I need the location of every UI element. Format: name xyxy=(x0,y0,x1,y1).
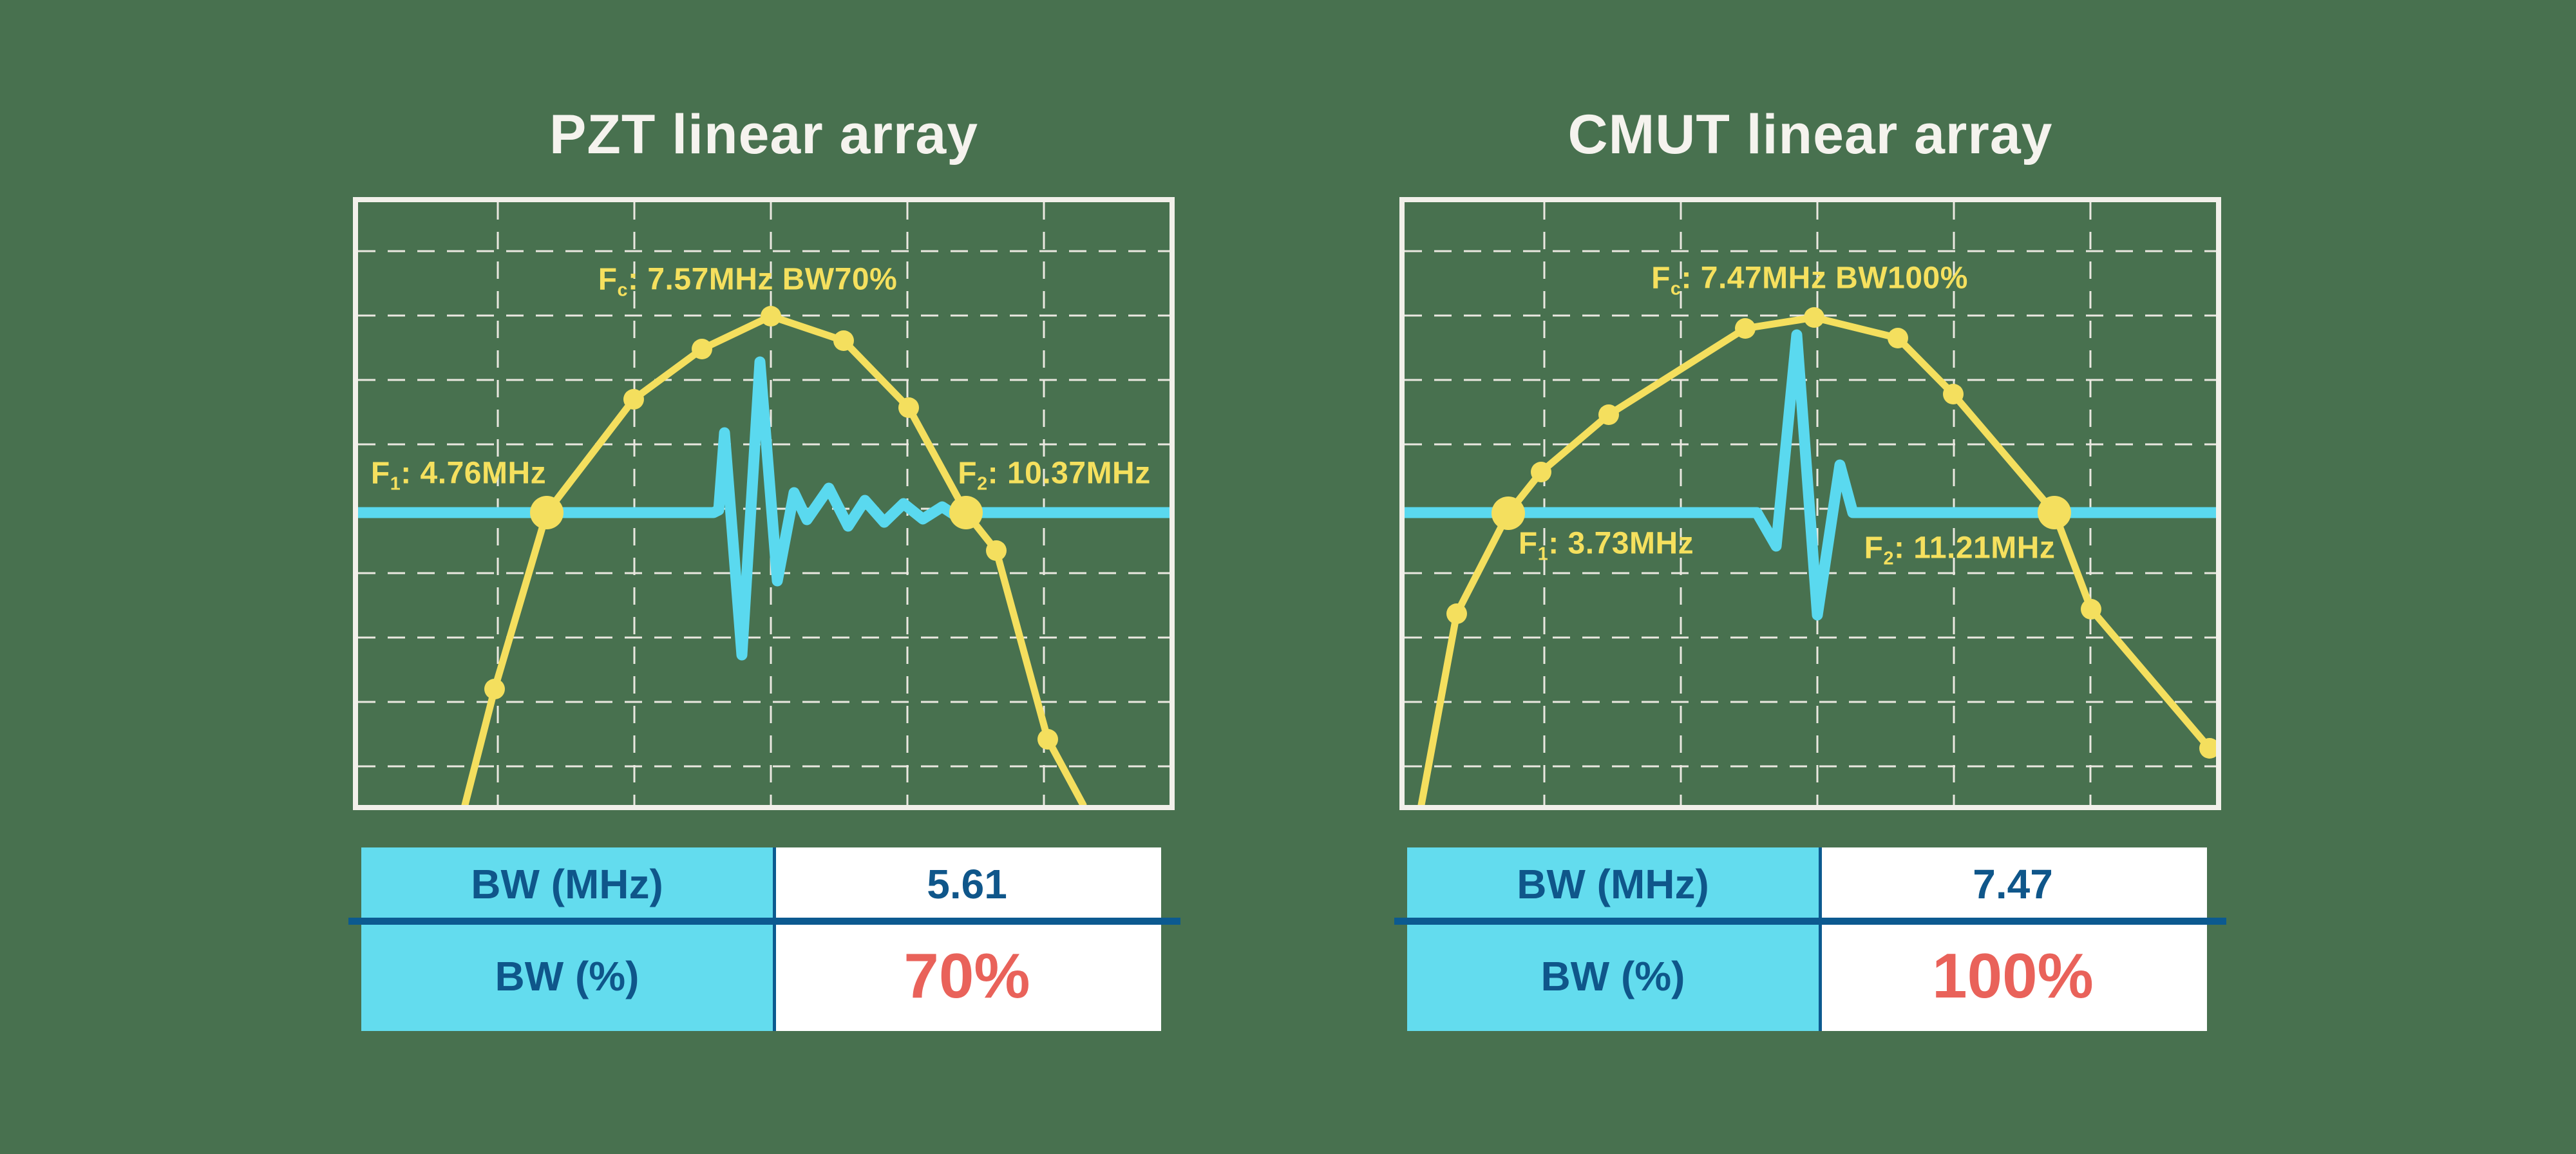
bandwidth-crossing-dot xyxy=(2038,496,2071,529)
pzt-bandwidth-table: BW (MHz) 5.61 BW (%) 70% xyxy=(348,847,1180,1031)
pzt-bw-pct-label: BW (%) xyxy=(361,921,773,1031)
spectrum-marker-dot xyxy=(623,389,644,410)
pulse-waveform xyxy=(1405,329,2216,621)
pulse-waveform xyxy=(358,356,1170,661)
pzt-plot-frame: Fc: 7.57MHz BW70% F1: 4.76MHz F2: 10.37M… xyxy=(353,197,1175,810)
spectrum-marker-dot xyxy=(2081,599,2101,620)
spectrum-marker-dot xyxy=(1804,307,1824,328)
cmut-bw-pct-label: BW (%) xyxy=(1407,921,1819,1031)
table-row-divider xyxy=(1394,918,2226,925)
spectrum-marker-dot xyxy=(1943,384,1964,404)
table-column-divider xyxy=(773,847,776,1031)
spectrum-marker-dot xyxy=(1888,328,1908,348)
cmut-spectrum-chart xyxy=(1405,202,2216,805)
bandwidth-crossing-dot xyxy=(1492,497,1525,530)
cmut-panel-title: CMUT linear array xyxy=(1567,104,2053,166)
table-row: BW (MHz) 5.61 xyxy=(361,847,1161,921)
spectrum-curve xyxy=(461,312,1087,805)
spectrum-marker-dot xyxy=(898,397,919,418)
spectrum-marker-dot xyxy=(692,339,712,359)
cmut-plot-frame: Fc: 7.47MHz BW100% F1: 3.73MHz F2: 11.21… xyxy=(1399,197,2221,810)
spectrum-marker-dot xyxy=(2199,738,2216,759)
table-column-divider xyxy=(1819,847,1822,1031)
table-row: BW (%) 100% xyxy=(1407,921,2207,1031)
spectrum-marker-dot xyxy=(1446,603,1467,624)
pzt-panel-title: PZT linear array xyxy=(549,104,979,166)
spectrum-marker-dot xyxy=(1531,462,1551,482)
cmut-upper-frequency-annotation: F2: 11.21MHz xyxy=(1864,531,2056,569)
pzt-bw-pct-value: 70% xyxy=(773,921,1161,1031)
spectrum-curve xyxy=(1417,314,2213,805)
bandwidth-crossing-dot xyxy=(949,496,983,529)
pzt-upper-frequency-annotation: F2: 10.37MHz xyxy=(958,456,1151,495)
spectrum-marker-dot xyxy=(833,330,854,351)
spectrum-marker-dot xyxy=(1037,729,1058,750)
spectrum-marker-dot xyxy=(484,679,505,699)
cmut-bw-mhz-label: BW (MHz) xyxy=(1407,847,1819,921)
pzt-bw-mhz-label: BW (MHz) xyxy=(361,847,773,921)
cmut-bw-mhz-value: 7.47 xyxy=(1819,847,2207,921)
pzt-spectrum-chart xyxy=(358,202,1170,805)
table-row: BW (%) 70% xyxy=(361,921,1161,1031)
table-row: BW (MHz) 7.47 xyxy=(1407,847,2207,921)
cmut-lower-frequency-annotation: F1: 3.73MHz xyxy=(1518,526,1694,565)
cmut-bandwidth-table: BW (MHz) 7.47 BW (%) 100% xyxy=(1394,847,2226,1031)
cmut-center-frequency-annotation: Fc: 7.47MHz BW100% xyxy=(1651,261,1968,299)
spectrum-marker-dot xyxy=(761,306,781,326)
bandwidth-crossing-dot xyxy=(530,496,564,529)
pzt-lower-frequency-annotation: F1: 4.76MHz xyxy=(370,456,547,495)
cmut-bw-pct-value: 100% xyxy=(1819,921,2207,1031)
table-row-divider xyxy=(348,918,1180,925)
spectrum-marker-dot xyxy=(1735,318,1756,339)
spectrum-marker-dot xyxy=(1598,404,1619,425)
spectrum-marker-dot xyxy=(986,540,1007,561)
pzt-center-frequency-annotation: Fc: 7.57MHz BW70% xyxy=(598,262,898,301)
pzt-bw-mhz-value: 5.61 xyxy=(773,847,1161,921)
